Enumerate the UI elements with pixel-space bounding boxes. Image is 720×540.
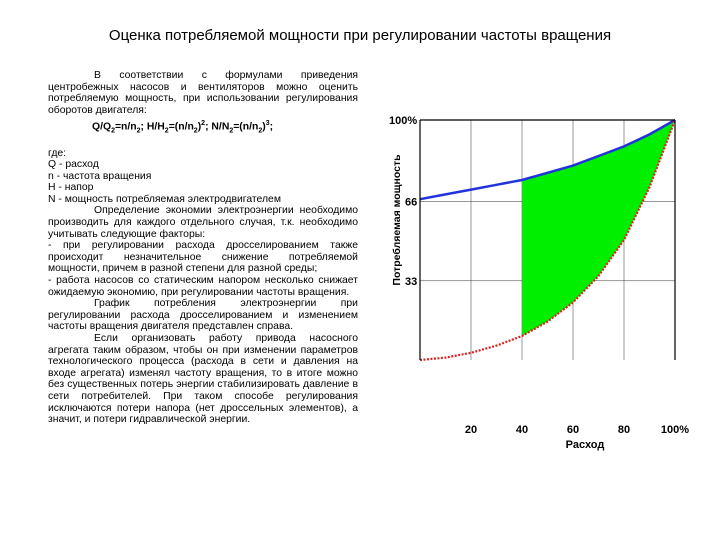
series-line-throttling xyxy=(419,118,676,201)
y-tick-label: 66 xyxy=(405,197,417,209)
x-tick-label: 60 xyxy=(567,424,579,436)
definition-h: H - напор xyxy=(48,182,94,194)
text-column: В соответствии с формулами приведения це… xyxy=(48,70,358,426)
similarity-formula: Q/Q2=n/n2; H/H2=(n/n2)2; N/N2=(n/n2)3; xyxy=(92,120,274,135)
energy-savings-area xyxy=(522,120,675,336)
y-tick-label: 100% xyxy=(389,115,417,127)
graph-note-paragraph: График потребления электроэнергии при ре… xyxy=(48,298,358,333)
x-tick-label: 20 xyxy=(465,424,477,436)
definition-power: N - мощность потребляемая электродвигате… xyxy=(48,193,281,205)
x-tick-label: 40 xyxy=(516,424,528,436)
series-line-frequency xyxy=(419,119,677,362)
factor-throttling: - при регулировании расхода дросселирова… xyxy=(48,240,358,275)
x-axis-label: Расход xyxy=(566,439,605,451)
factor-static-head: - работа насосов со статическим напором … xyxy=(48,275,358,298)
x-tick-label: 80 xyxy=(618,424,630,436)
intro-paragraph: В соответствии с формулами приведения це… xyxy=(48,70,358,116)
definition-n: n - частота вращения xyxy=(48,170,152,182)
y-axis-label: Потребляемая мощность xyxy=(391,154,403,286)
conclusion-paragraph: Если организовать работу привода насосно… xyxy=(48,333,358,426)
x-tick-label: 100% xyxy=(661,424,689,436)
where-label: где: xyxy=(48,147,67,159)
definition-q: Q - расход xyxy=(48,159,99,171)
power-consumption-chart: 100% 66 33 20 40 60 80 100% Потребляемая мощно… xyxy=(389,115,689,451)
y-tick-label: 33 xyxy=(405,276,417,288)
economy-paragraph: Определение экономии электроэнергии необ… xyxy=(48,205,358,240)
slide-title: Оценка потребляемой мощности при регулир… xyxy=(108,27,612,44)
